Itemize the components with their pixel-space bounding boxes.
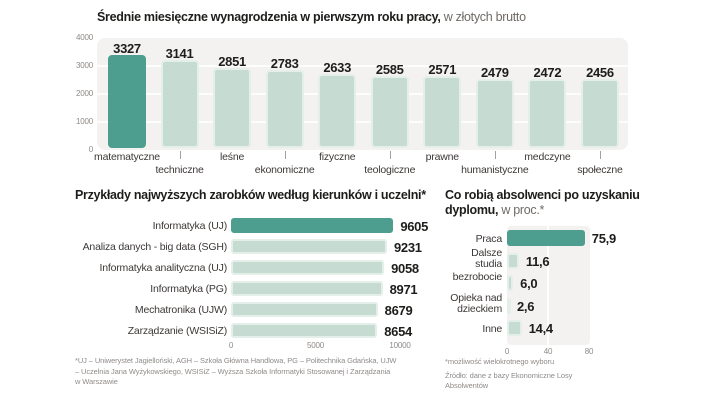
footnote-source-line2: Absolwentów bbox=[445, 381, 489, 390]
diploma-label-0-0: Praca bbox=[475, 233, 503, 245]
program-value-0: 9605 bbox=[400, 219, 429, 234]
salary-chart-title: Średnie miesięczne wynagrodzenia w pierw… bbox=[97, 10, 526, 24]
program-bar-5 bbox=[231, 323, 378, 338]
bar-label-medczyne: medczyne bbox=[524, 151, 571, 163]
bar-label-techniczne: techniczne bbox=[155, 164, 204, 176]
bar-matematyczne bbox=[108, 54, 146, 148]
program-value-3: 8971 bbox=[389, 282, 418, 297]
program-label-1: Analiza danych - big data (SGH) bbox=[82, 241, 228, 253]
bar-label-leśne: leśne bbox=[220, 151, 245, 163]
bar-społeczne bbox=[580, 79, 619, 148]
bar-prawne bbox=[423, 76, 462, 148]
bar-label-społeczne: społeczne bbox=[577, 164, 623, 176]
program-bar-1 bbox=[231, 239, 387, 254]
bar-medczyne bbox=[528, 78, 567, 148]
footnote-right: *możliwość wielokrotnego wyboru Źródło: … bbox=[445, 357, 572, 392]
diploma-chart-title-line2: dyplomu, w proc.* bbox=[445, 203, 640, 218]
programs-x-tick-10000: 10000 bbox=[389, 341, 411, 350]
gridline-3000 bbox=[97, 65, 628, 67]
program-bar-0 bbox=[231, 218, 394, 233]
bar-leśne bbox=[213, 68, 252, 148]
y-tick-3000: 3000 bbox=[76, 61, 93, 70]
bar-label-matematyczne: matematyczne bbox=[94, 151, 160, 163]
program-label-2: Informatyka analityczna (UJ) bbox=[99, 262, 228, 274]
diploma-label-2-0: bezrobocie bbox=[452, 271, 503, 283]
bar-label-teologiczne: teologiczne bbox=[364, 164, 416, 176]
diploma-label-1-1: studia bbox=[475, 258, 502, 270]
gridline-40 bbox=[547, 226, 549, 345]
bar-label-fizyczne: fizyczne bbox=[319, 151, 356, 163]
footnote-source-line1: Źródło: dane z bazy Ekonomiczne Losy bbox=[445, 370, 573, 380]
label-tick-humanistyczne bbox=[494, 151, 496, 159]
footnote-universities-line1: *UJ – Uniwerystet Jagielloński, AGH – Sz… bbox=[75, 356, 397, 365]
program-bar-4 bbox=[231, 302, 378, 317]
footnote-multichoice: *możliwość wielokrotnego wyboru bbox=[445, 357, 555, 366]
footnote-universities: *UJ – Uniwerystet Jagielloński, AGH – Sz… bbox=[75, 356, 396, 388]
program-value-1: 9231 bbox=[394, 240, 422, 255]
diploma-chart-title: Co robią absolwenci po uzyskaniu dyplomu… bbox=[445, 188, 640, 218]
diploma-chart-title-light: w proc.* bbox=[498, 203, 545, 217]
program-value-4: 8679 bbox=[384, 303, 413, 318]
bar-techniczne bbox=[160, 60, 199, 148]
diploma-x-tick-80: 80 bbox=[584, 347, 594, 356]
salary-chart-title-bold: Średnie miesięczne wynagrodzenia w pierw… bbox=[97, 10, 441, 24]
bar-label-prawne: prawne bbox=[425, 151, 459, 163]
program-value-2: 9058 bbox=[391, 261, 419, 276]
bar-label-humanistyczne: humanistyczne bbox=[461, 164, 529, 176]
diploma-label-3-0: Opieka nad bbox=[450, 292, 502, 304]
y-tick-1000: 1000 bbox=[76, 117, 93, 126]
bar-label-ekonomiczne: ekonomiczne bbox=[254, 164, 315, 176]
y-tick-0: 0 bbox=[88, 145, 93, 154]
program-bar-2 bbox=[231, 260, 385, 275]
diploma-x-tick-40: 40 bbox=[543, 347, 553, 356]
salary-chart-title-light: w złotych brutto bbox=[440, 10, 526, 24]
y-tick-4000: 4000 bbox=[76, 33, 93, 42]
gridline-1000 bbox=[97, 121, 628, 123]
y-tick-2000: 2000 bbox=[76, 89, 93, 98]
programs-x-tick-0: 0 bbox=[228, 341, 234, 350]
diploma-plot-area bbox=[507, 226, 590, 345]
bar-teologiczne bbox=[370, 75, 409, 148]
diploma-label-4-0: Inne bbox=[482, 323, 502, 335]
program-label-4: Mechatronika (UJW) bbox=[134, 304, 227, 316]
diploma-chart-title-line1: Co robią absolwenci po uzyskaniu bbox=[445, 188, 640, 202]
diploma-value-0: 75,9 bbox=[591, 231, 616, 246]
program-label-5: Zarządzanie (WSISiZ) bbox=[127, 325, 227, 337]
bar-ekonomiczne bbox=[265, 70, 304, 148]
label-tick-społeczne bbox=[599, 151, 601, 159]
program-value-5: 8654 bbox=[384, 324, 412, 339]
label-tick-techniczne bbox=[179, 151, 181, 159]
programs-chart-title: Przykłady najwyższych zarobków według ki… bbox=[75, 188, 426, 202]
program-label-3: Informatyka (PG) bbox=[150, 283, 227, 295]
label-tick-teologiczne bbox=[389, 151, 391, 159]
diploma-chart-title-bold2: dyplomu, bbox=[445, 203, 499, 217]
program-bar-3 bbox=[231, 281, 383, 296]
footnote-universities-line3: w Warszawie bbox=[75, 377, 118, 386]
diploma-label-1-0: Dalsze bbox=[471, 247, 502, 259]
footnote-universities-line2: – Uczelnia Jana Wyżykowskiego, WSISiZ – … bbox=[75, 366, 391, 376]
program-label-0: Informatyka (UJ) bbox=[152, 220, 228, 232]
bar-humanistyczne bbox=[475, 78, 514, 148]
bar-fizyczne bbox=[318, 74, 357, 148]
diploma-x-tick-0: 0 bbox=[504, 347, 510, 356]
programs-x-tick-5000: 5000 bbox=[307, 341, 324, 350]
label-tick-ekonomiczne bbox=[284, 151, 286, 159]
salary-plot-area bbox=[97, 38, 628, 150]
gridline-2000 bbox=[97, 93, 628, 95]
diploma-label-3-1: dzieckiem bbox=[457, 303, 502, 315]
